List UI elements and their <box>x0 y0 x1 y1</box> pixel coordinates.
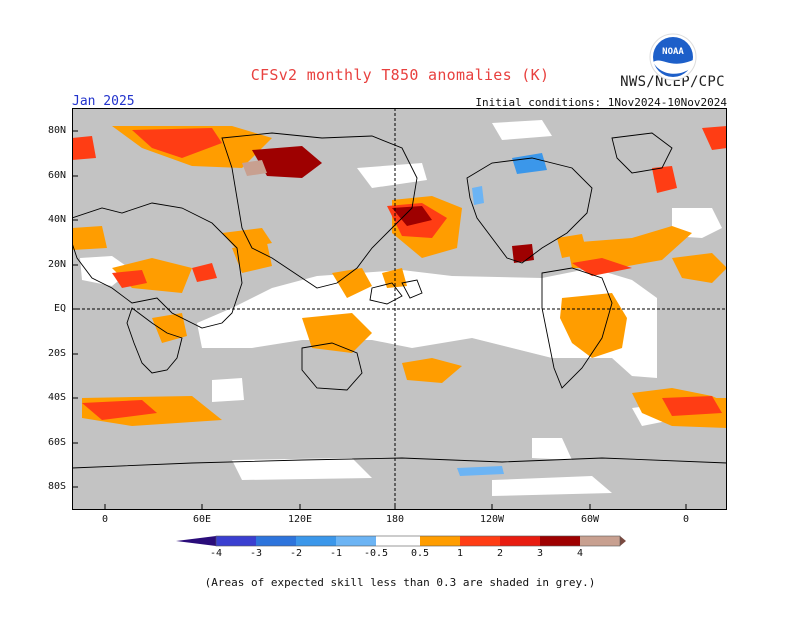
colorbar-swatch-neg2 <box>296 536 336 546</box>
colorbar-swatch-neg1 <box>336 536 376 546</box>
lat-label-40s: 40S <box>47 392 66 403</box>
lon-label-0: 0 <box>101 514 109 525</box>
colorbar-swatch-pos4 <box>580 536 620 546</box>
lon-label-180: 180 <box>385 514 405 525</box>
colorbar-swatch-pos3 <box>540 536 580 546</box>
colorbar-label-pos2: 2 <box>496 548 504 559</box>
lat-label-60n: 60N <box>47 170 66 181</box>
noaa-logo-text: NOAA <box>662 47 684 57</box>
valid-month: Jan 2025 <box>72 94 135 109</box>
colorbar-frame <box>215 535 621 547</box>
map-title: CFSv2 monthly T850 anomalies (K) <box>250 66 550 84</box>
colorbar-label-pos4: 4 <box>576 548 584 559</box>
beige-anomaly-regions <box>242 160 267 176</box>
longitude-ticks <box>104 504 687 510</box>
colorbar-label-neg1: -1 <box>329 548 343 559</box>
cold-anomaly-regions <box>457 153 547 476</box>
colorbar-label-pos1: 1 <box>456 548 464 559</box>
colorbar-label-pos3: 3 <box>536 548 544 559</box>
latitude-ticks <box>72 130 78 488</box>
colorbar-label-neg3: -3 <box>249 548 263 559</box>
initial-conditions: Initial conditions: 1Nov2024-10Nov2024 <box>475 96 727 109</box>
colorbar-swatch-pos2 <box>500 536 540 546</box>
anomaly-map <box>72 108 727 510</box>
lon-label-0-east: 0 <box>682 514 690 525</box>
colorbar-label-neg2: -2 <box>289 548 303 559</box>
lon-label-120w: 120W <box>479 514 505 525</box>
colorbar-high-arrow <box>620 536 626 546</box>
colorbar-low-arrow <box>176 536 216 546</box>
colorbar-swatch-neg3 <box>256 536 296 546</box>
agency-label: NWS/NCEP/CPC <box>620 74 725 90</box>
lat-label-eq: EQ <box>53 303 66 314</box>
lat-label-80n: 80N <box>47 125 66 136</box>
lat-label-20s: 20S <box>47 348 66 359</box>
colorbar <box>176 535 626 547</box>
lon-label-60w: 60W <box>580 514 600 525</box>
colorbar-label-neg4: -4 <box>209 548 223 559</box>
colorbar-swatch-pos05 <box>420 536 460 546</box>
lat-label-40n: 40N <box>47 214 66 225</box>
colorbar-swatch-neutral <box>376 536 420 546</box>
skill-footnote: (Areas of expected skill less than 0.3 a… <box>204 576 596 589</box>
noaa-logo: NOAA <box>649 33 697 81</box>
lat-label-80s: 80S <box>47 481 66 492</box>
colorbar-label-neg05: -0.5 <box>363 548 389 559</box>
lat-label-60s: 60S <box>47 437 66 448</box>
colorbar-swatch-pos1 <box>460 536 500 546</box>
lon-label-60e: 60E <box>192 514 212 525</box>
extreme-warm-regions <box>252 146 534 263</box>
lat-label-20n: 20N <box>47 259 66 270</box>
colorbar-label-pos05: 0.5 <box>410 548 430 559</box>
colorbar-swatch-neg4 <box>216 536 256 546</box>
lon-label-120e: 120E <box>287 514 313 525</box>
